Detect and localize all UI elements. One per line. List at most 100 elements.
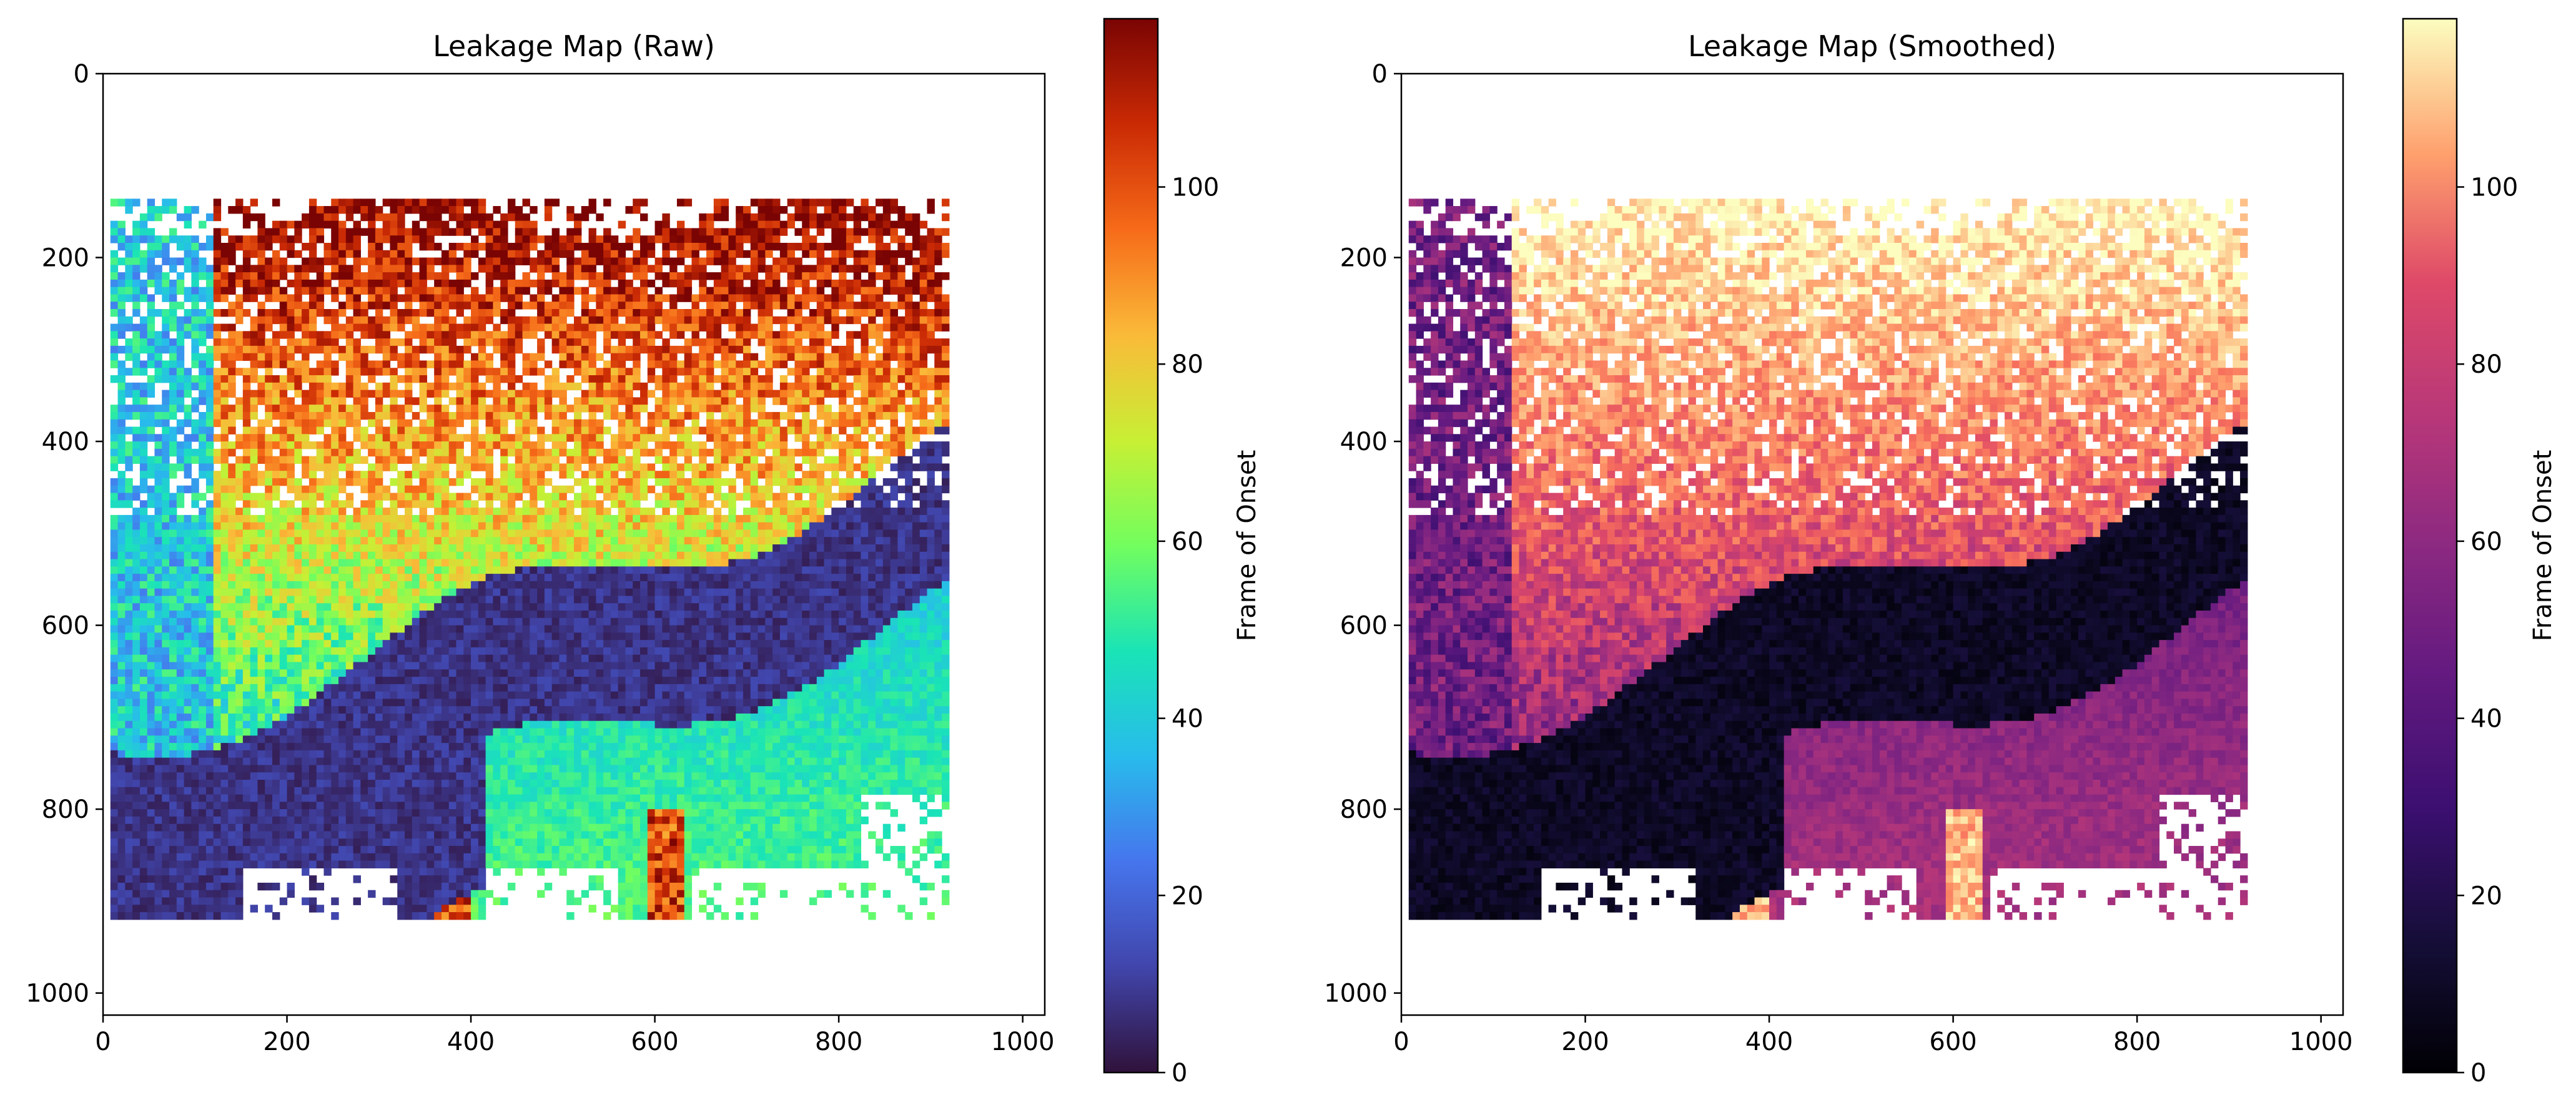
raw-heatmap-cell: [566, 302, 575, 310]
raw-heatmap-cell: [912, 493, 920, 501]
raw-heatmap-cell: [375, 559, 383, 567]
raw-heatmap-cell: [736, 574, 744, 582]
raw-heatmap-cell: [809, 338, 817, 346]
raw-heatmap-cell: [478, 390, 486, 398]
raw-heatmap-cell: [530, 397, 538, 405]
raw-heatmap-cell: [176, 213, 185, 222]
raw-heatmap-cell: [610, 522, 619, 531]
raw-heatmap-cell: [882, 441, 891, 449]
raw-heatmap-cell: [405, 360, 413, 368]
raw-heatmap-cell: [382, 360, 391, 368]
raw-heatmap-cell: [478, 405, 486, 413]
raw-heatmap-cell: [839, 405, 847, 413]
raw-heatmap-cell: [905, 360, 913, 368]
raw-heatmap-cell: [779, 551, 788, 560]
raw-heatmap-cell: [213, 235, 222, 243]
raw-heatmap-cell: [397, 279, 405, 288]
raw-heatmap-cell: [191, 551, 199, 560]
raw-heatmap-cell: [375, 485, 383, 494]
raw-heatmap-cell: [618, 382, 626, 391]
raw-heatmap-cell: [676, 508, 685, 516]
raw-heatmap-cell: [574, 287, 582, 295]
raw-heatmap-cell: [184, 265, 192, 273]
raw-heatmap-cell: [213, 294, 222, 302]
raw-heatmap-cell: [706, 220, 714, 229]
raw-heatmap-cell: [427, 544, 435, 552]
raw-heatmap-cell: [169, 323, 177, 332]
raw-heatmap-cell: [618, 529, 626, 538]
raw-heatmap-cell: [338, 537, 347, 545]
raw-heatmap-cell: [647, 279, 656, 288]
raw-heatmap-cell: [220, 257, 229, 265]
raw-heatmap-cell: [522, 411, 530, 420]
raw-heatmap-cell: [478, 206, 486, 214]
raw-heatmap-cell: [139, 411, 148, 420]
raw-heatmap-cell: [471, 405, 479, 413]
raw-heatmap-cell: [147, 493, 155, 501]
raw-heatmap-cell: [765, 390, 773, 398]
raw-heatmap-cell: [824, 360, 832, 368]
raw-heatmap-cell: [441, 441, 450, 449]
raw-heatmap-cell: [684, 448, 693, 457]
raw-heatmap-cell: [507, 242, 516, 251]
raw-heatmap-cell: [603, 566, 611, 574]
raw-heatmap-cell: [736, 242, 744, 251]
raw-heatmap-cell: [191, 537, 199, 545]
raw-heatmap-cell: [434, 441, 442, 449]
raw-heatmap-cell: [522, 213, 530, 222]
raw-heatmap-cell: [596, 368, 604, 376]
raw-heatmap-cell: [610, 574, 619, 582]
raw-heatmap-cell: [390, 551, 398, 560]
raw-heatmap-cell: [345, 316, 354, 325]
raw-heatmap-cell: [272, 360, 280, 368]
raw-heatmap-cell: [463, 390, 471, 398]
raw-heatmap-cell: [375, 522, 383, 531]
raw-heatmap-cell: [779, 426, 788, 435]
raw-heatmap-cell: [816, 434, 825, 442]
raw-heatmap-cell: [390, 434, 398, 442]
raw-heatmap-cell: [463, 574, 471, 582]
raw-heatmap-cell: [308, 242, 317, 251]
raw-heatmap-cell: [515, 206, 523, 214]
raw-heatmap-cell: [419, 294, 427, 302]
raw-heatmap-cell: [220, 353, 229, 361]
raw-heatmap-cell: [139, 514, 148, 523]
raw-heatmap-cell: [434, 500, 442, 508]
raw-heatmap-cell: [228, 411, 236, 420]
raw-heatmap-cell: [824, 426, 832, 435]
raw-heatmap-cell: [147, 250, 155, 258]
raw-heatmap-cell: [566, 537, 575, 545]
raw-heatmap-cell: [758, 287, 766, 295]
raw-heatmap-cell: [728, 419, 736, 428]
raw-heatmap-cell: [824, 537, 832, 545]
raw-heatmap-cell: [640, 551, 648, 560]
raw-heatmap-cell: [846, 279, 854, 288]
raw-heatmap-cell: [434, 382, 442, 391]
raw-heatmap-cell: [463, 537, 471, 545]
raw-heatmap-cell: [390, 287, 398, 295]
raw-heatmap-cell: [272, 522, 280, 531]
raw-heatmap-cell: [265, 493, 273, 501]
raw-heatmap-cell: [647, 353, 656, 361]
raw-heatmap-cell: [809, 566, 817, 574]
raw-heatmap-cell: [169, 309, 177, 317]
raw-heatmap-cell: [117, 574, 126, 582]
raw-heatmap-cell: [861, 529, 869, 538]
raw-heatmap-cell: [147, 199, 155, 207]
raw-heatmap-cell: [162, 574, 170, 582]
raw-heatmap-cell: [279, 405, 288, 413]
raw-heatmap-cell: [625, 529, 633, 538]
raw-heatmap-cell: [728, 250, 736, 258]
raw-heatmap-cell: [205, 419, 214, 428]
raw-heatmap-cell: [235, 478, 244, 486]
raw-heatmap-cell: [375, 419, 383, 428]
raw-heatmap-cell: [876, 242, 884, 251]
raw-heatmap-cell: [809, 463, 817, 471]
raw-heatmap-cell: [382, 250, 391, 258]
raw-heatmap-cell: [427, 235, 435, 243]
raw-heatmap-cell: [316, 514, 325, 523]
raw-heatmap-cell: [934, 316, 942, 325]
raw-heatmap-cell: [676, 316, 685, 325]
raw-heatmap-cell: [316, 294, 325, 302]
raw-heatmap-cell: [507, 390, 516, 398]
